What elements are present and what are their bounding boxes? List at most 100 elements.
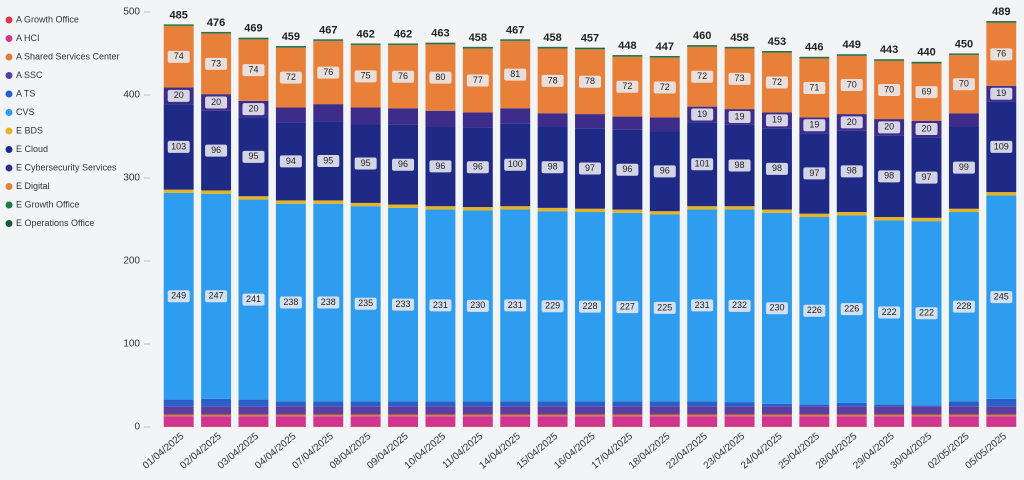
bar-segment [911,426,942,427]
bar-segment [275,416,306,427]
data-label: 231 [508,300,523,310]
bar-segment [537,207,568,212]
bar-segment [724,406,755,415]
legend-label: E Growth Office [16,199,79,209]
data-label: 74 [248,64,258,74]
total-label: 446 [805,42,823,54]
data-label: 222 [919,308,934,318]
bar-segment [762,406,792,415]
label-box [840,116,863,129]
label-box [990,291,1013,304]
bar-segment [575,401,605,407]
label-box [205,57,228,70]
bar-segment [537,426,568,427]
bar-segment [163,189,194,193]
bar-segment [986,426,1017,427]
bar-segment [350,44,381,46]
label-box [279,296,302,309]
bar-segment [275,426,306,427]
label-box [840,79,863,92]
bar-segment [575,426,605,427]
label-box [915,171,938,184]
label-box [765,302,788,315]
bar-segment [201,31,232,33]
bar-segment [649,414,680,417]
total-label: 450 [955,38,973,50]
bar-segment [986,21,1017,22]
label-box [728,72,751,85]
label-box [242,293,265,306]
bar-segment [462,426,493,427]
data-label: 241 [246,294,261,304]
bar-segment [575,416,605,427]
data-label: 73 [211,58,221,68]
data-label: 96 [435,161,445,171]
data-label: 72 [772,77,782,87]
bar-segment [986,398,1017,407]
bar-segment [687,46,718,47]
bar-segment [388,406,418,415]
bar-segment [163,24,194,26]
data-label: 98 [847,166,857,176]
bar-segment [163,426,194,427]
bar-segment [500,406,531,415]
data-label: 247 [209,291,224,301]
bar-segment [836,426,867,427]
bar-segment [238,416,269,427]
label-box [765,114,788,127]
label-box [541,74,564,87]
label-box [878,121,901,134]
bar-segment [462,207,493,211]
bar-segment [537,406,568,415]
bar-segment [948,426,979,427]
bar-segment [762,414,792,417]
bar-segment [425,206,456,210]
label-box [878,84,901,97]
data-label: 95 [323,155,333,165]
bar-segment [537,46,568,48]
label-box [990,48,1013,61]
bar-segment [163,416,194,427]
legend-label: A Growth Office [16,14,79,24]
total-label: 458 [730,32,748,44]
total-label: 443 [880,44,898,56]
bar-segment [575,47,605,49]
bar-segment [313,104,344,122]
bar-segment [799,416,830,427]
bar-segment [649,406,680,415]
bar-segment [612,55,643,57]
bar-segment [425,401,456,407]
label-box [952,300,975,313]
bar-segment [986,406,1017,415]
bar-segment [575,208,605,213]
label-box [765,76,788,89]
data-label: 74 [174,51,184,61]
bar-segment [649,401,680,407]
data-label: 96 [660,166,670,176]
legend-swatch [5,53,13,61]
data-label: 228 [956,301,971,311]
data-label: 96 [398,159,408,169]
bar-segment [836,54,867,56]
data-label: 230 [470,300,485,310]
bar-segment [201,426,232,427]
total-label: 476 [207,17,225,29]
label-box [803,167,826,180]
label-box [279,71,302,84]
bar-segment [500,39,531,41]
bar-segment [874,404,905,407]
data-label: 98 [884,171,894,181]
bar-segment [275,46,306,47]
bar-segment [799,414,830,417]
legend-label: CVS [16,107,35,117]
bar-segment [388,401,418,407]
data-label: 222 [882,307,897,317]
data-label: 19 [735,111,745,121]
label-box [429,71,452,84]
bar-segment [500,416,531,427]
total-label: 448 [618,40,636,52]
bar-segment [350,426,381,427]
bar-segment [724,47,755,49]
label-box [616,163,639,176]
y-tick-label: 300 [123,173,140,184]
